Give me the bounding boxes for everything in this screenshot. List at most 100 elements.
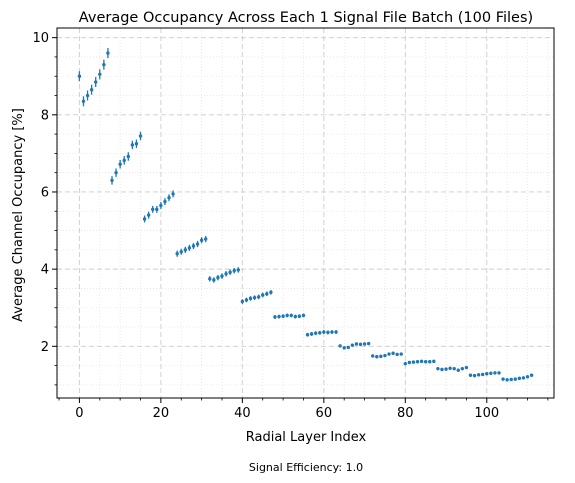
data-point	[151, 207, 155, 212]
data-point	[387, 352, 391, 356]
data-point	[342, 346, 346, 350]
data-point	[432, 359, 436, 364]
data-point	[423, 360, 428, 364]
data-point	[366, 341, 371, 346]
data-point	[346, 345, 350, 350]
y-axis-label: Average Channel Occupancy [%]	[11, 108, 26, 322]
data-point	[481, 372, 485, 377]
data-point	[228, 270, 232, 274]
data-point	[191, 244, 196, 248]
footnote: Signal Efficiency: 1.0	[249, 461, 363, 474]
data-point	[489, 371, 493, 376]
data-point	[407, 360, 412, 365]
axis-layer: 0 20 40 60 80 100 2 4 6 8 10	[32, 31, 549, 421]
data-point	[261, 293, 265, 297]
data-point	[289, 313, 293, 318]
data-point	[98, 72, 102, 76]
data-point	[338, 344, 342, 348]
data-point	[509, 377, 513, 382]
data-layer	[77, 48, 534, 382]
data-point	[240, 299, 245, 304]
data-point	[444, 367, 448, 371]
data-point	[411, 360, 416, 364]
data-point	[517, 376, 522, 381]
data-point	[322, 330, 326, 334]
data-point	[110, 178, 114, 183]
data-point	[77, 74, 82, 78]
y-tick-label: 8	[41, 108, 49, 123]
data-point	[456, 368, 460, 372]
data-point	[89, 88, 94, 92]
data-point	[371, 354, 375, 358]
data-point	[126, 154, 130, 159]
data-point	[525, 375, 530, 379]
data-point	[244, 298, 249, 302]
data-point	[505, 378, 509, 382]
data-point	[419, 359, 424, 364]
plot-frame	[56, 27, 555, 399]
chart-title: Average Occupancy Across Each 1 Signal F…	[79, 10, 533, 26]
data-point	[269, 290, 273, 294]
data-point	[167, 196, 171, 200]
data-point	[358, 342, 363, 347]
data-point	[130, 143, 135, 147]
data-point	[383, 353, 387, 358]
data-point	[81, 99, 86, 104]
data-point	[354, 342, 359, 346]
data-point	[220, 274, 224, 278]
x-tick-label: 100	[474, 406, 499, 421]
data-point	[452, 366, 456, 371]
data-point	[252, 295, 257, 300]
data-point	[114, 170, 118, 175]
data-point	[256, 295, 261, 299]
data-point	[313, 331, 318, 335]
data-point	[248, 296, 253, 301]
data-point	[85, 93, 90, 98]
y-tick-label: 6	[41, 185, 49, 200]
data-point	[179, 250, 183, 254]
data-point	[326, 330, 330, 335]
x-axis-label: Radial Layer Index	[246, 430, 367, 445]
data-point	[203, 237, 208, 241]
data-point	[395, 352, 399, 357]
data-point	[375, 355, 379, 359]
data-point	[171, 192, 175, 196]
data-point	[94, 80, 98, 84]
data-point	[497, 371, 501, 375]
data-point	[464, 365, 469, 370]
x-tick-label: 60	[316, 406, 333, 421]
data-point	[122, 158, 126, 163]
data-point	[281, 314, 285, 318]
data-point	[415, 360, 420, 364]
data-point	[436, 366, 440, 371]
data-point	[362, 342, 367, 346]
data-point	[305, 333, 310, 337]
data-point	[146, 213, 151, 217]
x-tick-label: 20	[153, 406, 170, 421]
data-point	[513, 377, 517, 381]
data-point	[142, 217, 147, 221]
data-point	[195, 242, 200, 246]
data-point	[428, 360, 432, 364]
data-point	[265, 292, 269, 296]
data-point	[163, 199, 167, 204]
data-point	[391, 351, 395, 355]
data-point	[318, 331, 322, 335]
data-point	[330, 330, 334, 334]
data-point	[334, 330, 338, 334]
data-point	[273, 315, 277, 319]
data-point	[155, 207, 159, 212]
data-point	[501, 377, 505, 381]
data-point	[293, 314, 298, 319]
data-point	[379, 354, 383, 359]
data-point	[440, 367, 444, 372]
data-point	[208, 277, 212, 281]
data-point	[399, 352, 403, 356]
data-point	[350, 343, 355, 347]
data-point	[472, 373, 477, 378]
data-point	[521, 376, 526, 380]
data-point	[175, 252, 179, 256]
y-tick-label: 10	[32, 31, 49, 46]
